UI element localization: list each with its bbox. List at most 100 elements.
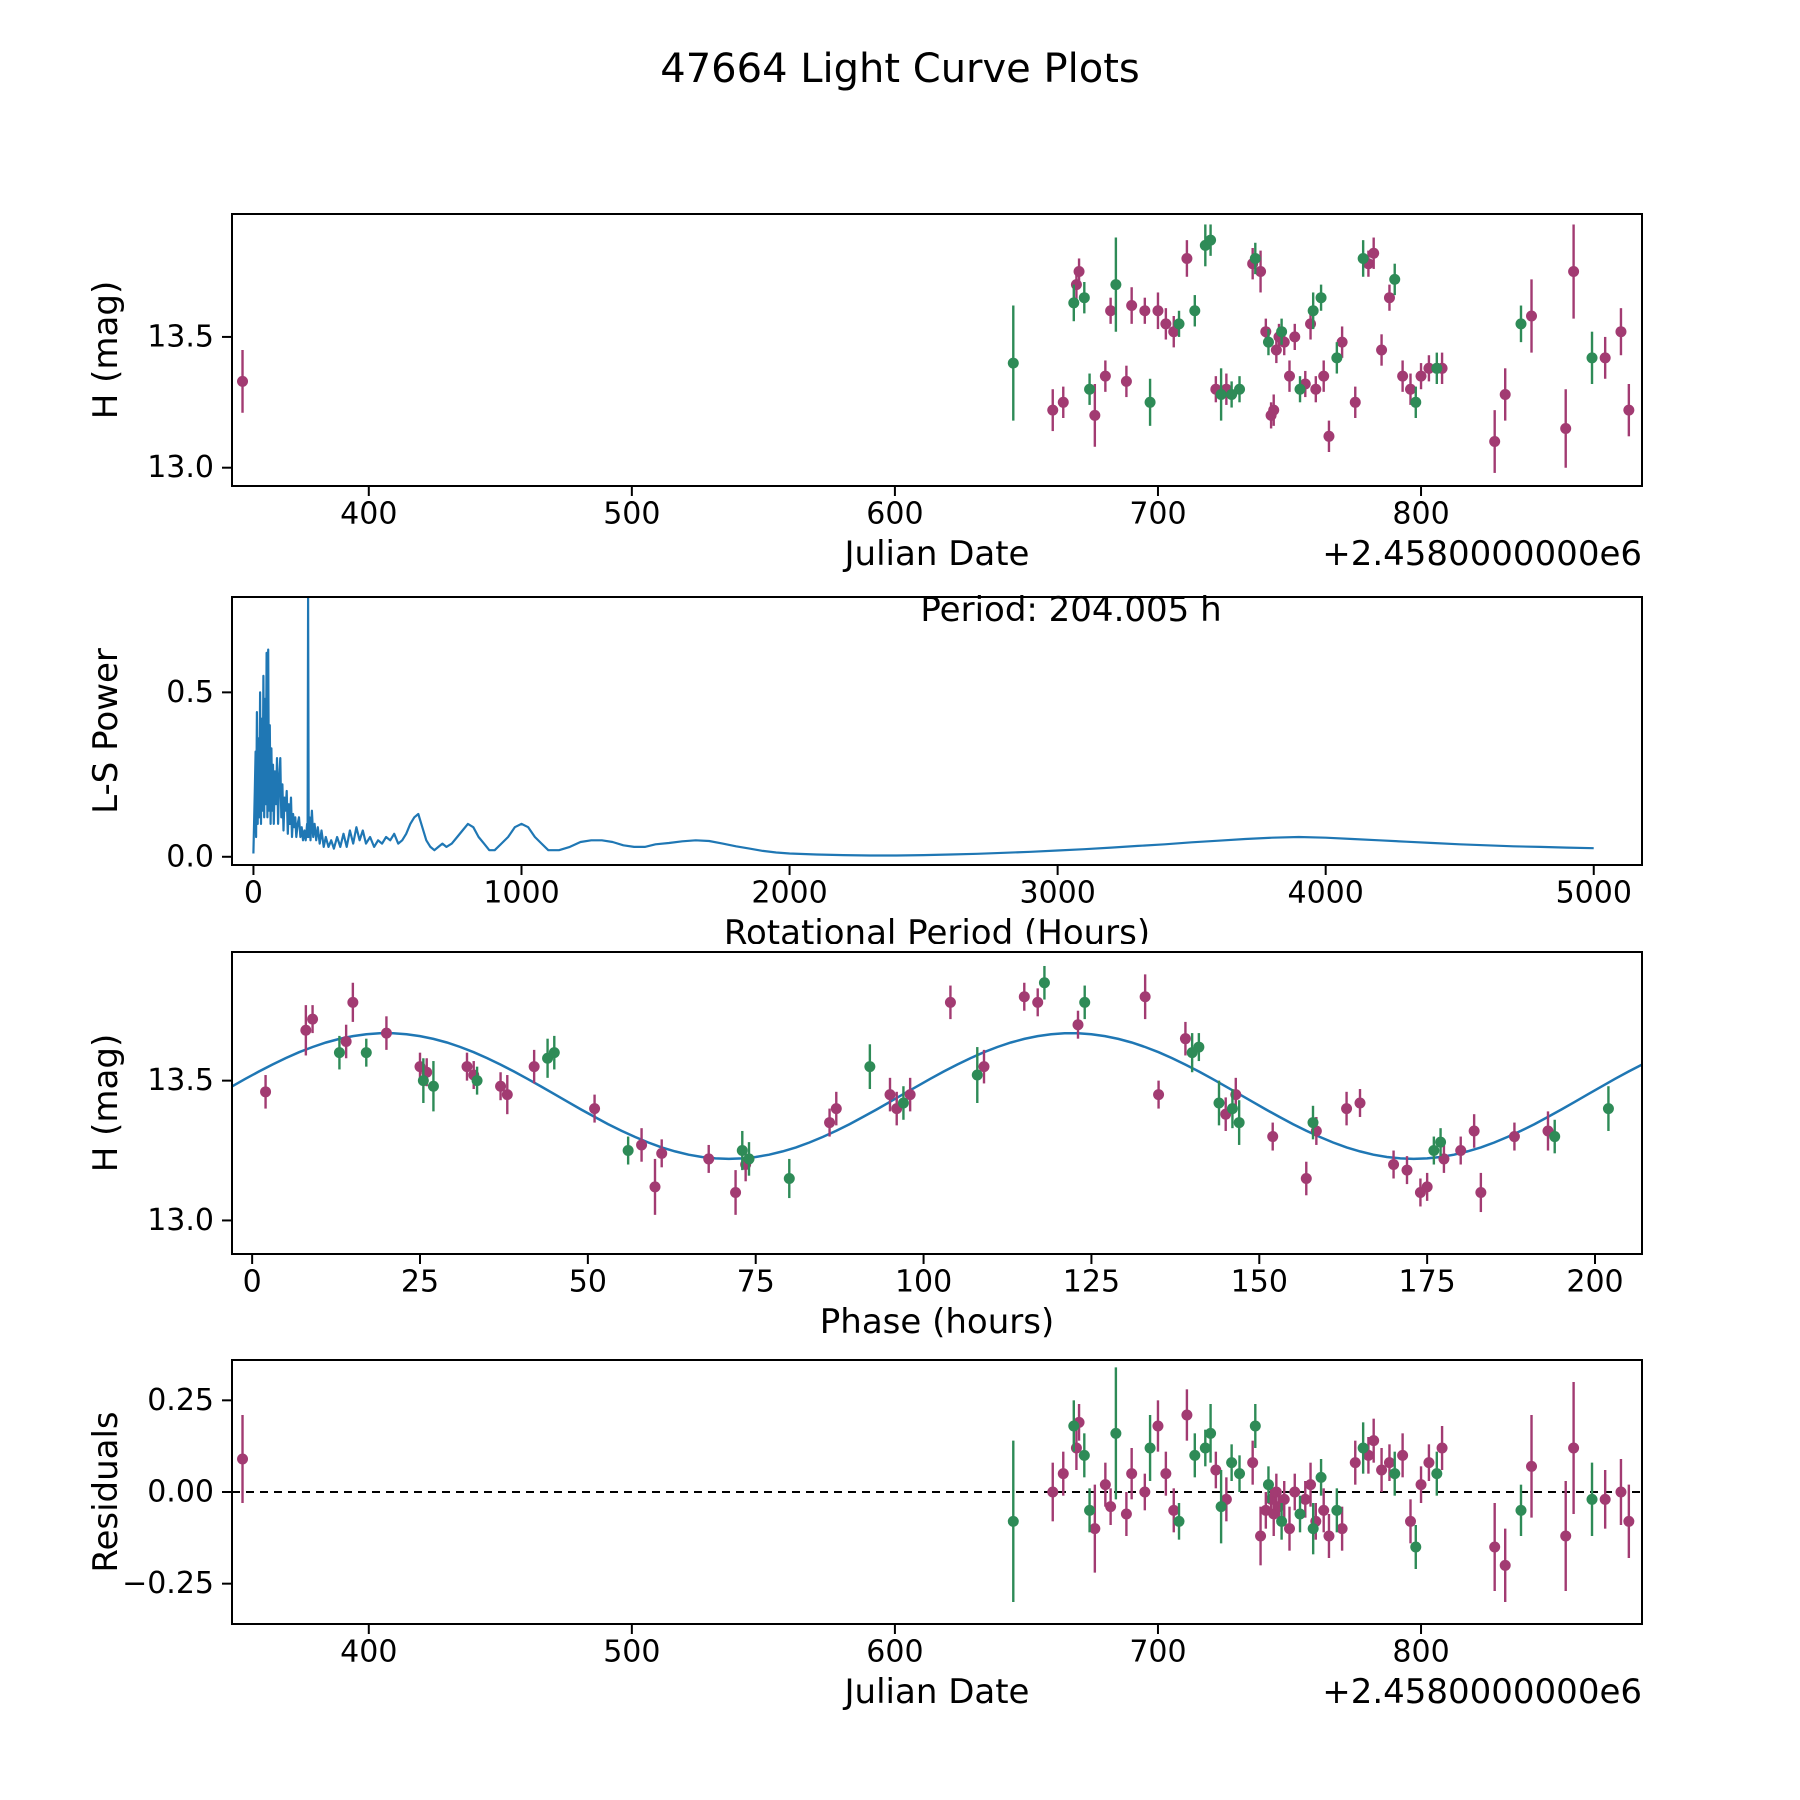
data-point bbox=[360, 1047, 372, 1059]
data-point bbox=[1368, 247, 1380, 259]
periodogram-xlabel: Rotational Period (Hours) bbox=[724, 913, 1150, 944]
data-point bbox=[1276, 326, 1288, 338]
data-point bbox=[1357, 1442, 1369, 1454]
data-point bbox=[495, 1080, 507, 1092]
data-point bbox=[1401, 1164, 1413, 1176]
y-tick-label: 0.00 bbox=[147, 1475, 214, 1510]
data-point bbox=[1568, 1442, 1580, 1454]
data-point bbox=[1255, 266, 1267, 278]
data-point bbox=[1431, 362, 1443, 374]
data-point bbox=[501, 1089, 513, 1101]
data-point bbox=[1568, 266, 1580, 278]
data-point bbox=[1376, 344, 1388, 356]
data-point bbox=[1357, 252, 1369, 264]
x-tick-label: 500 bbox=[603, 497, 660, 532]
figure-title: 47664 Light Curve Plots bbox=[660, 46, 1140, 92]
data-point bbox=[1560, 1530, 1572, 1542]
x-tick-label: 1000 bbox=[483, 876, 559, 911]
x-axis-offset-label: +2.4580000000e6 bbox=[1322, 1672, 1642, 1712]
data-point bbox=[1499, 1559, 1511, 1571]
data-point bbox=[1389, 1468, 1401, 1480]
data-point bbox=[703, 1153, 715, 1165]
data-point bbox=[1079, 996, 1091, 1008]
data-point bbox=[1397, 1449, 1409, 1461]
data-point bbox=[1110, 279, 1122, 291]
data-point bbox=[1007, 1515, 1019, 1527]
plot-lightcurve-jd: 400 500 600 700 800 13.0 13.5 Julian Date +2.458… bbox=[0, 96, 1800, 576]
data-point bbox=[1199, 1442, 1211, 1454]
data-point bbox=[1515, 1504, 1527, 1516]
data-point bbox=[1084, 383, 1096, 395]
lightcurve-jd-ylabel: H (mag) bbox=[86, 281, 126, 419]
x-tick-label: 150 bbox=[1231, 1265, 1288, 1300]
data-point bbox=[1189, 305, 1201, 317]
data-point bbox=[1388, 1159, 1400, 1171]
data-point bbox=[1341, 1103, 1353, 1115]
data-point bbox=[1160, 1468, 1172, 1480]
axes-box bbox=[231, 951, 1643, 1255]
series-residuals-green bbox=[1007, 1367, 1598, 1602]
data-point bbox=[1189, 1449, 1201, 1461]
data-point bbox=[1294, 383, 1306, 395]
data-point bbox=[1599, 352, 1611, 364]
data-point bbox=[1526, 1460, 1538, 1472]
lightcurve-jd-xlabel: Julian Date bbox=[843, 534, 1030, 574]
y-tick-label: 0.0 bbox=[166, 839, 214, 874]
data-point bbox=[1623, 404, 1635, 416]
data-point bbox=[1120, 1508, 1132, 1520]
data-point bbox=[1318, 370, 1330, 382]
data-point bbox=[1349, 396, 1361, 408]
data-point bbox=[1084, 1504, 1096, 1516]
data-point bbox=[307, 1013, 319, 1025]
fit-curve bbox=[232, 1031, 1642, 1161]
data-point bbox=[1423, 1457, 1435, 1469]
data-point bbox=[1475, 1186, 1487, 1198]
data-point bbox=[1331, 352, 1343, 364]
x-tick-label: 4000 bbox=[1288, 876, 1364, 911]
data-point bbox=[1310, 383, 1322, 395]
data-point bbox=[1383, 292, 1395, 304]
data-point bbox=[1139, 1486, 1151, 1498]
phased-lightcurve-ylabel: H (mag) bbox=[86, 1034, 126, 1172]
plot-periodogram: 0 1000 2000 3000 4000 5000 0.0 0.5 Rotational Pe… bbox=[0, 576, 1800, 944]
data-point bbox=[1468, 1125, 1480, 1137]
data-point bbox=[743, 1153, 755, 1165]
data-point bbox=[1173, 318, 1185, 330]
data-point bbox=[1431, 1468, 1443, 1480]
data-point bbox=[417, 1075, 429, 1087]
data-point bbox=[1389, 273, 1401, 285]
data-point bbox=[884, 1089, 896, 1101]
data-point bbox=[1315, 1471, 1327, 1483]
x-tick-label: 2000 bbox=[751, 876, 827, 911]
x-tick-label: 400 bbox=[340, 497, 397, 532]
data-point bbox=[904, 1089, 916, 1101]
data-point bbox=[1057, 396, 1069, 408]
data-point bbox=[1099, 370, 1111, 382]
data-point bbox=[1057, 1468, 1069, 1480]
data-point bbox=[1249, 252, 1261, 264]
data-point bbox=[1233, 1117, 1245, 1129]
x-tick-label: 100 bbox=[895, 1265, 952, 1300]
x-tick-label: 50 bbox=[569, 1265, 607, 1300]
data-point bbox=[1489, 436, 1501, 448]
data-point bbox=[1226, 1103, 1238, 1115]
data-point bbox=[1421, 1181, 1433, 1193]
data-point bbox=[1499, 388, 1511, 400]
data-point bbox=[1354, 1097, 1366, 1109]
data-point bbox=[1126, 1468, 1138, 1480]
data-point bbox=[649, 1181, 661, 1193]
axes-box bbox=[231, 596, 1643, 866]
data-point bbox=[1323, 430, 1335, 442]
data-point bbox=[1215, 1501, 1227, 1513]
y-tick-label: 0.25 bbox=[147, 1383, 214, 1418]
data-point bbox=[1078, 292, 1090, 304]
data-point bbox=[300, 1024, 312, 1036]
data-point bbox=[1615, 1486, 1627, 1498]
data-point bbox=[1455, 1145, 1467, 1157]
data-point bbox=[1438, 1153, 1450, 1165]
data-point bbox=[1268, 404, 1280, 416]
x-tick-label: 800 bbox=[1392, 497, 1449, 532]
data-point bbox=[427, 1080, 439, 1092]
series-phased-purple bbox=[260, 974, 1554, 1215]
data-point bbox=[237, 375, 249, 387]
